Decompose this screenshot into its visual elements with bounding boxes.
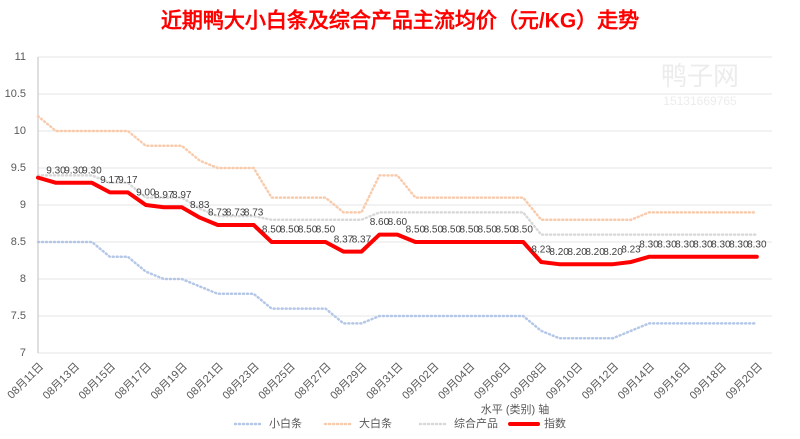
data-label: 8.23 bbox=[531, 245, 551, 256]
data-label: 8.50 bbox=[478, 225, 498, 236]
data-label: 8.50 bbox=[495, 225, 515, 236]
data-label: 8.50 bbox=[262, 225, 282, 236]
x-tick-label: 09月04日 bbox=[436, 361, 477, 402]
data-label: 8.30 bbox=[729, 239, 749, 250]
x-tick-label: 08月25日 bbox=[256, 361, 297, 402]
data-label: 8.30 bbox=[747, 239, 767, 250]
x-tick-label: 09月20日 bbox=[724, 361, 765, 402]
data-label: 8.50 bbox=[442, 225, 462, 236]
data-label: 8.83 bbox=[190, 200, 210, 211]
x-axis-label: 水平 (类别) 轴 bbox=[481, 402, 549, 416]
x-tick-label: 08月17日 bbox=[113, 361, 154, 402]
legend-label: 指数 bbox=[544, 416, 566, 430]
data-label: 8.50 bbox=[280, 225, 300, 236]
legend-label: 小白条 bbox=[269, 416, 302, 430]
data-label: 9.17 bbox=[100, 175, 120, 186]
x-tick-label: 08月27日 bbox=[292, 361, 333, 402]
series-line bbox=[36, 174, 759, 236]
y-tick-label: 9.5 bbox=[11, 162, 26, 174]
y-tick-label: 10 bbox=[14, 125, 26, 137]
x-tick-label: 09月18日 bbox=[688, 361, 729, 402]
data-label: 8.20 bbox=[549, 247, 569, 258]
series-line bbox=[36, 240, 759, 340]
data-label: 8.50 bbox=[298, 225, 318, 236]
x-tick-label: 08月23日 bbox=[220, 361, 261, 402]
data-label: 8.23 bbox=[621, 245, 641, 256]
data-label: 9.30 bbox=[64, 165, 84, 176]
data-label: 8.30 bbox=[675, 239, 695, 250]
watermark: 鸭子网 bbox=[661, 61, 739, 91]
data-label: 8.73 bbox=[226, 208, 246, 219]
y-tick-label: 7 bbox=[20, 347, 26, 359]
data-label: 8.30 bbox=[639, 239, 659, 250]
data-label: 8.30 bbox=[657, 239, 677, 250]
data-label: 9.17 bbox=[118, 175, 138, 186]
x-tick-label: 09月12日 bbox=[580, 361, 621, 402]
data-label: 9.30 bbox=[82, 165, 102, 176]
data-label: 8.20 bbox=[585, 247, 605, 258]
legend-label: 大白条 bbox=[359, 416, 392, 430]
data-label: 8.50 bbox=[316, 225, 336, 236]
x-tick-label: 09月06日 bbox=[472, 361, 513, 402]
data-label: 8.60 bbox=[388, 217, 408, 228]
chart-title: 近期鸭大小白条及综合产品主流均价（元/KG）走势 bbox=[161, 9, 639, 33]
data-label: 8.37 bbox=[334, 234, 354, 245]
x-tick-label: 09月16日 bbox=[652, 361, 693, 402]
data-label: 8.50 bbox=[513, 225, 533, 236]
x-tick-label: 08月29日 bbox=[328, 361, 369, 402]
legend-label: 综合产品 bbox=[454, 416, 498, 430]
data-label: 8.97 bbox=[154, 190, 174, 201]
data-label: 8.97 bbox=[172, 190, 192, 201]
y-tick-label: 7.5 bbox=[11, 310, 26, 322]
x-tick-label: 09月08日 bbox=[508, 361, 549, 402]
y-tick-label: 8.5 bbox=[11, 236, 26, 248]
data-label: 8.50 bbox=[460, 225, 480, 236]
data-label: 8.60 bbox=[370, 217, 390, 228]
data-label: 8.50 bbox=[424, 225, 444, 236]
series-line bbox=[36, 114, 759, 222]
y-tick-label: 10.5 bbox=[5, 88, 26, 100]
x-tick-label: 08月19日 bbox=[149, 361, 190, 402]
data-label: 8.20 bbox=[603, 247, 623, 258]
data-label: 8.73 bbox=[244, 208, 264, 219]
data-label: 9.30 bbox=[46, 165, 66, 176]
series-line bbox=[36, 175, 759, 267]
y-tick-label: 11 bbox=[15, 51, 26, 63]
y-tick-label: 9 bbox=[20, 199, 26, 211]
data-label: 8.50 bbox=[406, 225, 426, 236]
y-tick-label: 8 bbox=[20, 273, 26, 285]
data-label: 8.73 bbox=[208, 208, 228, 219]
data-label: 8.30 bbox=[693, 239, 713, 250]
x-tick-label: 08月11日 bbox=[5, 361, 46, 402]
watermark: 15131669765 bbox=[663, 94, 737, 108]
x-tick-label: 08月21日 bbox=[185, 361, 226, 402]
x-tick-label: 08月15日 bbox=[77, 361, 118, 402]
x-tick-label: 09月14日 bbox=[616, 361, 657, 402]
x-tick-label: 09月10日 bbox=[544, 361, 585, 402]
x-tick-label: 09月02日 bbox=[400, 361, 441, 402]
data-label: 9.00 bbox=[136, 188, 156, 199]
x-tick-label: 08月13日 bbox=[41, 361, 82, 402]
x-tick-label: 08月31日 bbox=[364, 361, 405, 402]
data-label: 8.30 bbox=[711, 239, 731, 250]
data-label: 8.37 bbox=[352, 234, 372, 245]
data-label: 8.20 bbox=[567, 247, 587, 258]
